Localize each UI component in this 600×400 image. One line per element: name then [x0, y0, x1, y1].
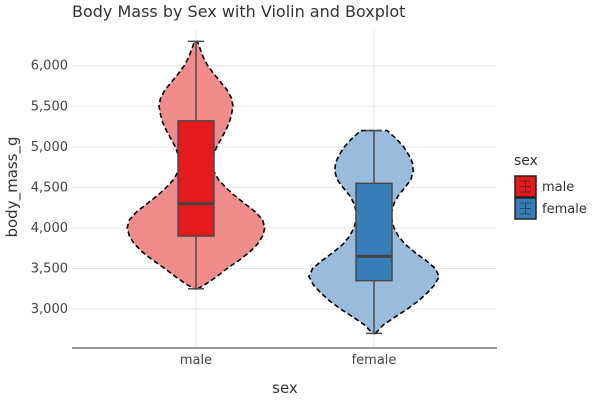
grid	[72, 30, 497, 348]
y-tick-label: 4,500	[31, 180, 68, 195]
y-tick-label: 4,000	[31, 221, 68, 236]
y-tick-label: 5,000	[31, 140, 68, 155]
legend-label-female: female	[542, 202, 587, 217]
y-tick-label: 6,000	[31, 59, 68, 74]
y-tick-label: 3,000	[31, 302, 68, 317]
y-axis-title: body_mass_g	[3, 136, 22, 237]
legend-title: sex	[514, 153, 538, 169]
y-tick-label: 5,500	[31, 99, 68, 114]
legend-item-male: male	[515, 176, 574, 197]
x-tick-label-male: male	[180, 353, 212, 368]
x-axis-title: sex	[272, 379, 298, 397]
y-axis-ticks: 3,000 3,500 4,000 4,500 5,000 5,500 6,000	[31, 59, 68, 317]
legend: sex male female	[514, 153, 587, 219]
chart-title: Body Mass by Sex with Violin and Boxplot	[72, 2, 405, 21]
x-axis-ticks: male female	[180, 353, 397, 368]
x-tick-label-female: female	[352, 353, 397, 368]
y-tick-label: 3,500	[31, 262, 68, 277]
box-female	[356, 183, 392, 280]
legend-item-female: female	[515, 198, 587, 219]
legend-label-male: male	[542, 180, 574, 195]
box-male	[178, 121, 214, 236]
